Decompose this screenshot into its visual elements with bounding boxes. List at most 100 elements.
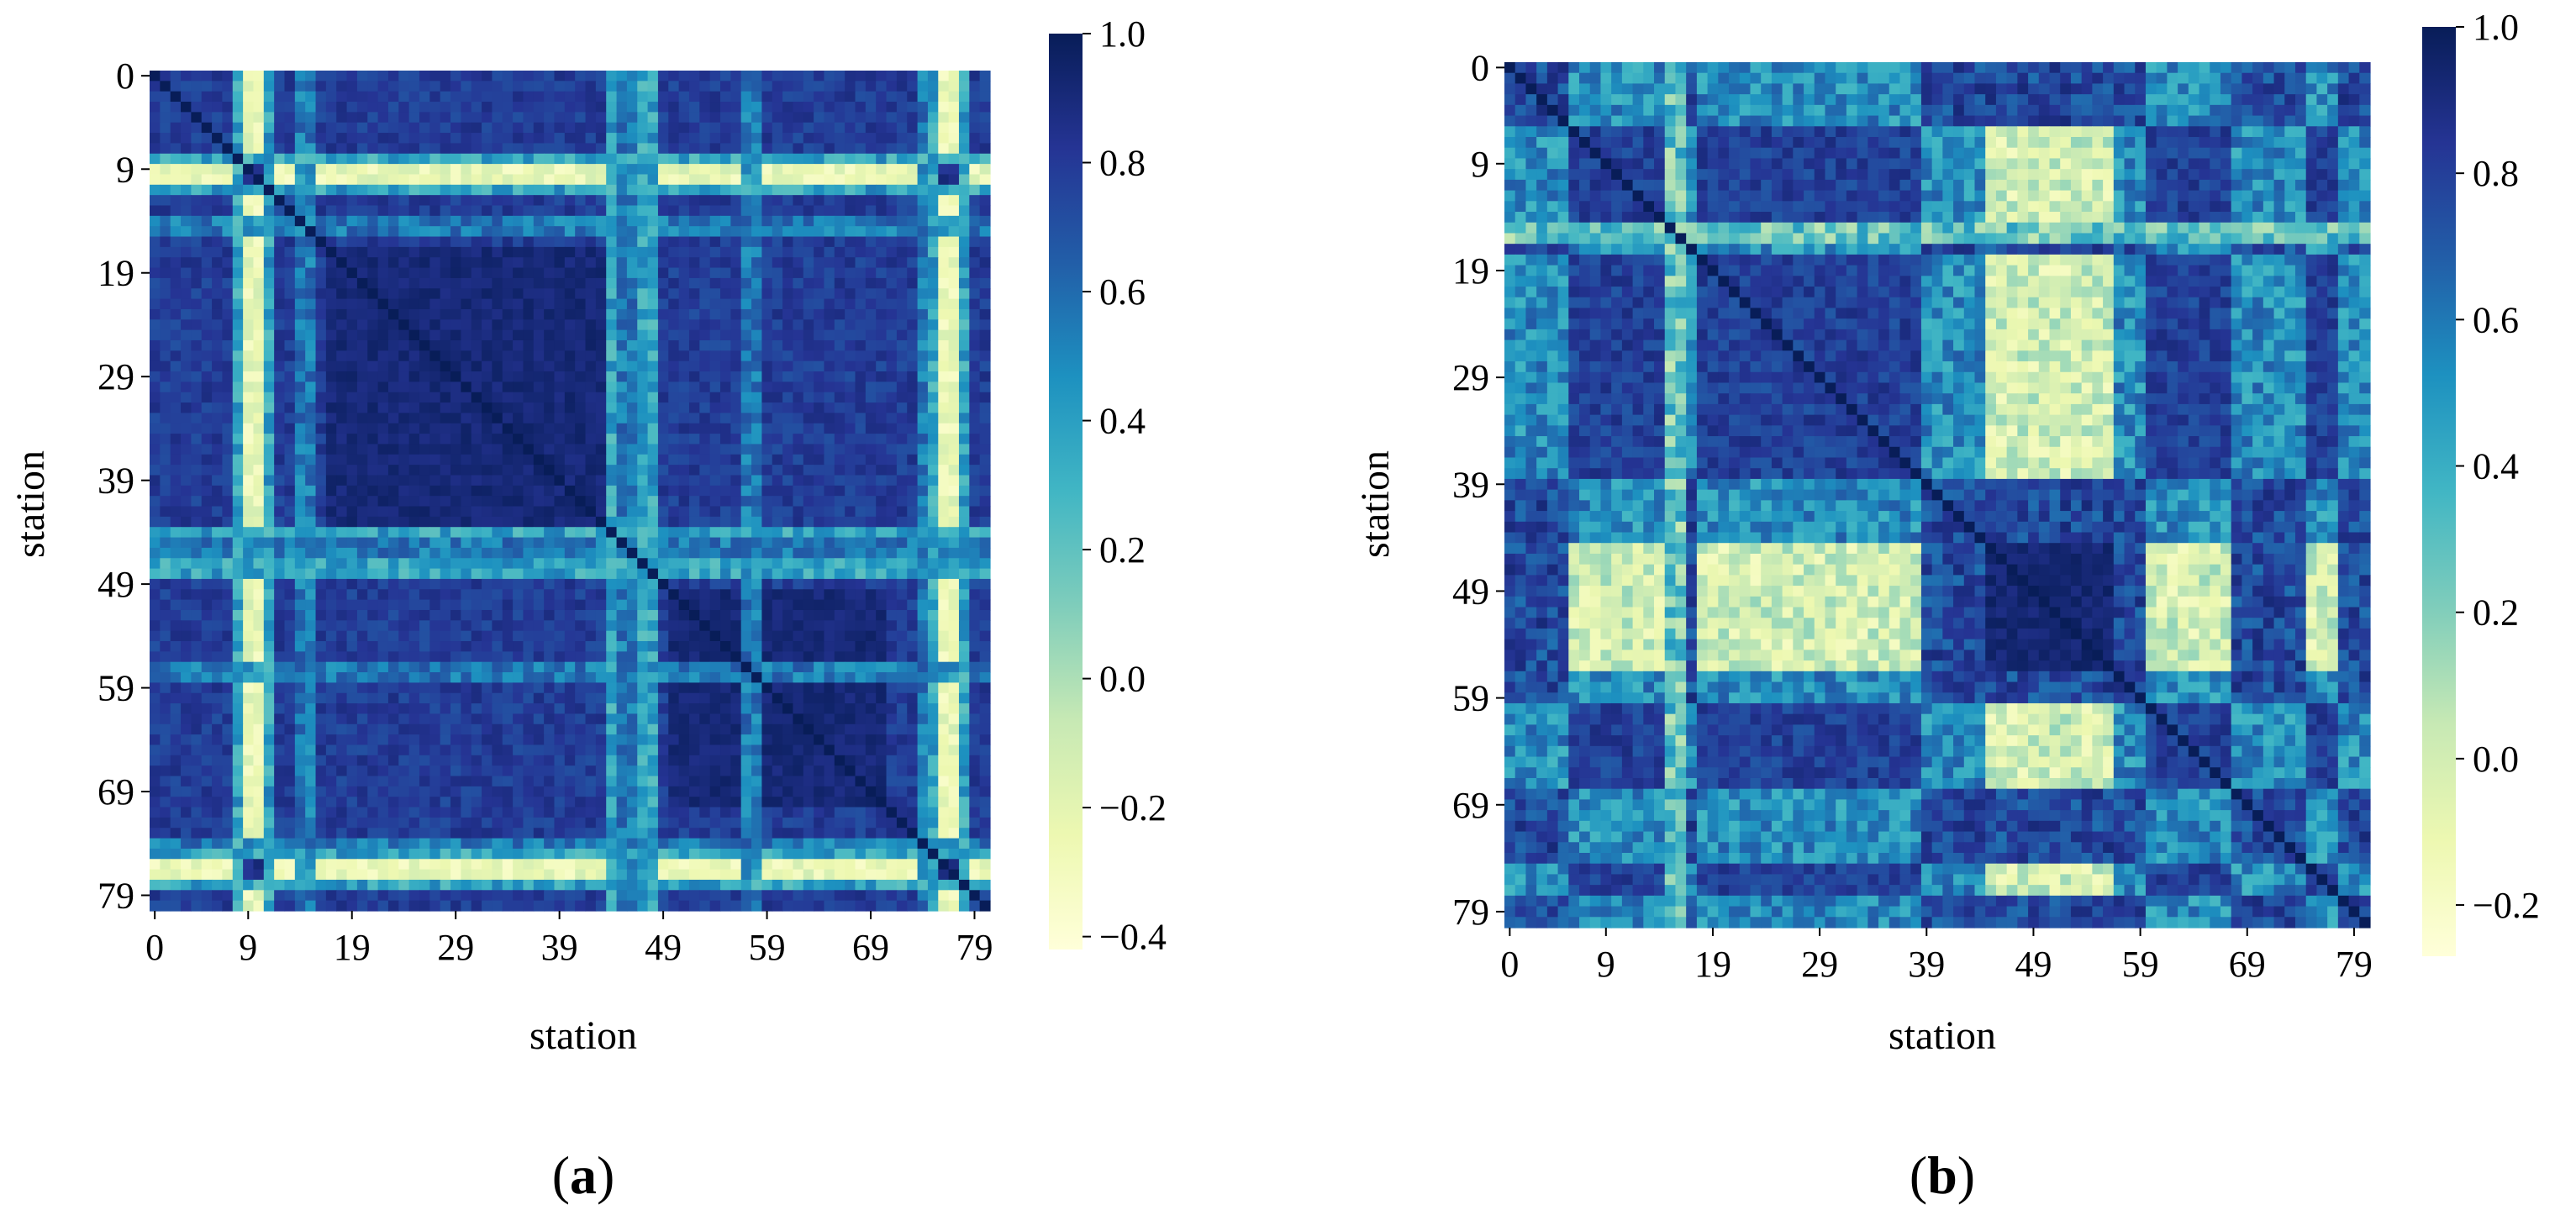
heatmap-cell	[585, 102, 597, 113]
heatmap-cell	[450, 423, 461, 434]
heatmap-cell	[688, 267, 700, 279]
heatmap-cell	[367, 392, 379, 403]
heatmap-cell	[814, 143, 825, 155]
heatmap-cell	[367, 319, 379, 331]
heatmap-cell	[461, 143, 472, 155]
heatmap-cell	[284, 672, 296, 683]
heatmap-cell	[305, 651, 317, 663]
heatmap-cell	[253, 215, 265, 227]
heatmap-cell	[294, 174, 306, 186]
heatmap-cell	[886, 630, 898, 642]
heatmap-cell	[305, 568, 317, 580]
heatmap-cell	[160, 267, 171, 279]
heatmap-cell	[678, 277, 690, 289]
heatmap-cell	[575, 143, 587, 155]
heatmap-cell	[564, 620, 576, 632]
heatmap-cell	[917, 537, 929, 549]
heatmap-cell	[263, 578, 275, 590]
heatmap-cell	[657, 434, 669, 445]
heatmap-cell	[709, 339, 721, 351]
heatmap-cell	[274, 413, 286, 424]
heatmap-cell	[346, 516, 358, 528]
heatmap-cell	[346, 703, 358, 715]
heatmap-cell	[668, 599, 680, 611]
heatmap-cell	[325, 609, 337, 621]
heatmap-cell	[772, 236, 783, 248]
heatmap-cell	[657, 143, 669, 155]
heatmap-cell	[772, 506, 783, 518]
heatmap-cell	[595, 184, 607, 196]
heatmap-cell	[751, 672, 762, 683]
heatmap-cell	[793, 350, 804, 362]
heatmap-cell	[979, 205, 991, 217]
heatmap-cell	[232, 413, 244, 424]
heatmap-cell	[533, 308, 545, 320]
heatmap-cell	[803, 392, 814, 403]
heatmap-cell	[626, 506, 638, 518]
heatmap-cell	[782, 226, 794, 238]
heatmap-cell	[492, 434, 503, 445]
heatmap-cell	[243, 195, 255, 207]
heatmap-cell	[502, 516, 514, 528]
heatmap-cell	[305, 153, 317, 165]
heatmap-cell	[865, 547, 877, 559]
heatmap-cell	[170, 527, 182, 539]
heatmap-cell	[377, 402, 389, 414]
heatmap-cell	[377, 558, 389, 570]
heatmap-cell	[678, 360, 690, 372]
heatmap-cell	[160, 537, 171, 549]
heatmap-cell	[170, 102, 182, 113]
heatmap-cell	[896, 298, 908, 310]
heatmap-cell	[367, 423, 379, 434]
heatmap-cell	[398, 267, 410, 279]
heatmap-cell	[471, 641, 482, 652]
heatmap-cell	[969, 91, 981, 103]
heatmap-cell	[429, 651, 441, 663]
heatmap-cell	[502, 454, 514, 466]
heatmap-cell	[668, 319, 680, 331]
heatmap-cell	[367, 641, 379, 652]
heatmap-cell	[377, 620, 389, 632]
heatmap-cell	[408, 236, 420, 248]
heatmap-cell	[544, 537, 556, 549]
heatmap-cell	[419, 589, 430, 601]
heatmap-cell	[626, 81, 638, 92]
heatmap-cell	[564, 413, 576, 424]
heatmap-cell	[958, 661, 970, 673]
heatmap-cell	[554, 558, 566, 570]
heatmap-cell	[969, 641, 981, 652]
heatmap-cell	[554, 506, 566, 518]
heatmap-cell	[740, 620, 752, 632]
heatmap-cell	[212, 81, 224, 92]
heatmap-cell	[471, 620, 482, 632]
heatmap-cell	[243, 402, 255, 414]
heatmap-cell	[356, 682, 368, 694]
heatmap-cell	[834, 184, 845, 196]
heatmap-cell	[647, 609, 659, 621]
heatmap-cell	[782, 661, 794, 673]
heatmap-cell	[325, 195, 337, 207]
heatmap-cell	[626, 319, 638, 331]
heatmap-cell	[803, 102, 814, 113]
heatmap-cell	[336, 599, 348, 611]
heatmap-cell	[626, 682, 638, 694]
heatmap-cell	[263, 537, 275, 549]
heatmap-cell	[492, 81, 503, 92]
heatmap-cell	[513, 215, 524, 227]
heatmap-cell	[585, 516, 597, 528]
heatmap-cell	[533, 339, 545, 351]
heatmap-cell	[554, 413, 566, 424]
heatmap-cell	[657, 423, 669, 434]
heatmap-cell	[212, 402, 224, 414]
heatmap-cell	[845, 371, 856, 382]
heatmap-cell	[616, 153, 628, 165]
heatmap-cell	[595, 371, 607, 382]
heatmap-cell	[595, 195, 607, 207]
heatmap-cell	[544, 236, 556, 248]
heatmap-cell	[834, 226, 845, 238]
heatmap-cell	[419, 672, 430, 683]
heatmap-cell	[626, 527, 638, 539]
heatmap-cell	[793, 339, 804, 351]
heatmap-cell	[606, 133, 618, 145]
heatmap-cell	[657, 153, 669, 165]
